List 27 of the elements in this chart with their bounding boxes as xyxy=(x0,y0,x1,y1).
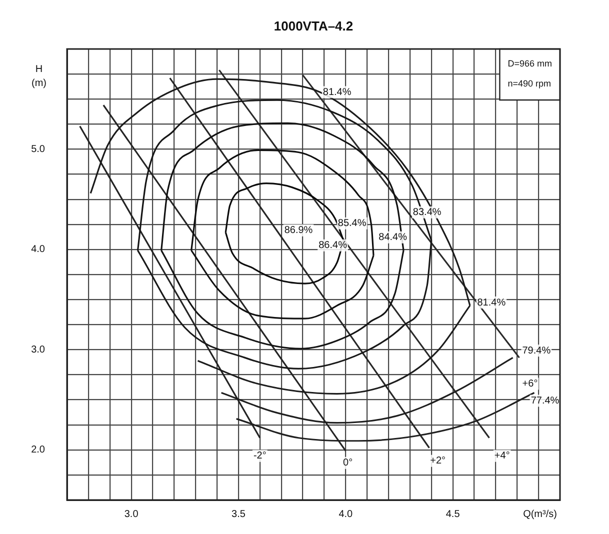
annotation: 0° xyxy=(343,458,353,469)
annotation: 84.4% xyxy=(378,232,408,244)
x-tick-label: 4.5 xyxy=(446,508,460,520)
x-tick-label: 3.0 xyxy=(124,508,139,520)
annotation: +6° xyxy=(522,378,538,390)
annotation: D=966 mm xyxy=(508,58,552,68)
annotation: 85.4% xyxy=(338,218,366,230)
annotation: 81.4% xyxy=(477,297,506,308)
y-tick-label: 5.0 xyxy=(31,144,46,155)
x-axis-title: Q(m³/s) xyxy=(523,508,557,520)
y-tick-label: 2.0 xyxy=(31,444,46,456)
annotation: +2° xyxy=(430,456,446,467)
annotation: 86.9% xyxy=(284,225,313,236)
x-tick-label: 4.0 xyxy=(338,508,354,520)
x-tick-label: 3.5 xyxy=(232,508,246,520)
annotation: 77.4% xyxy=(530,396,560,407)
y-tick-label: 4.0 xyxy=(31,244,46,256)
annotation: 83.4% xyxy=(412,207,442,218)
annotation: n=490 rpm xyxy=(508,78,552,88)
annotation: 81.4% xyxy=(322,86,352,98)
chart-title: 1000VTA–4.2 xyxy=(274,18,354,34)
y-tick-label: 3.0 xyxy=(31,344,46,356)
annotation: 79.4% xyxy=(522,345,551,356)
annotation: 86.4% xyxy=(318,240,348,252)
annotation: -2° xyxy=(253,450,266,462)
y-axis-title: H (m) xyxy=(32,64,46,89)
annotation: +4° xyxy=(494,450,510,462)
